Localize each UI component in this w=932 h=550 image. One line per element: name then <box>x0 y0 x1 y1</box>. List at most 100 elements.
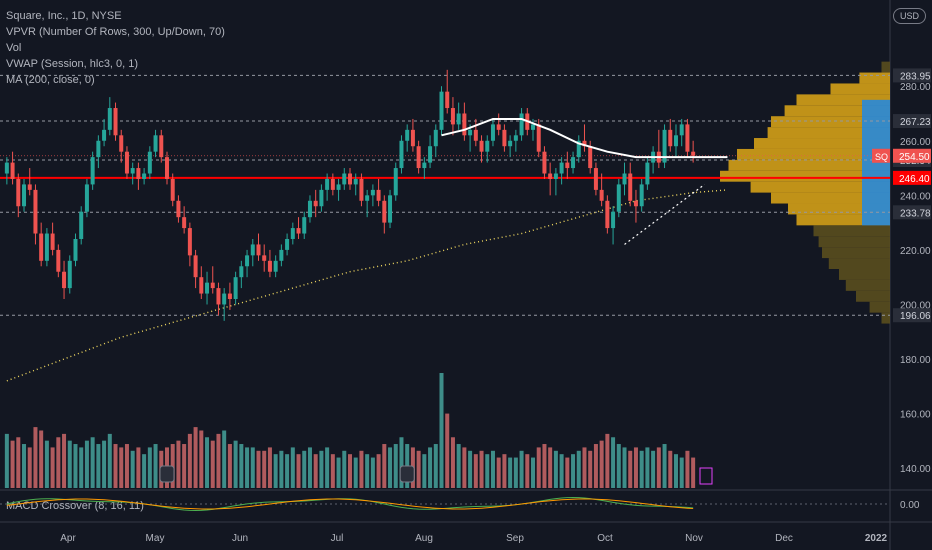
candle-body[interactable] <box>439 91 444 130</box>
candle-body[interactable] <box>531 124 536 130</box>
candle-body[interactable] <box>347 173 353 185</box>
candle-body[interactable] <box>245 255 250 267</box>
candle-body[interactable] <box>382 200 387 223</box>
candle-body[interactable] <box>227 293 232 300</box>
candle-body[interactable] <box>22 184 27 207</box>
candle-body[interactable] <box>73 238 78 261</box>
macd-signal-line[interactable] <box>6 498 694 510</box>
candle-body[interactable] <box>462 113 467 136</box>
macd-label[interactable]: MACD Crossover (8, 16, 11) <box>6 500 144 512</box>
candle-body[interactable] <box>170 178 175 201</box>
candle-body[interactable] <box>267 260 272 272</box>
candle-body[interactable] <box>410 129 415 147</box>
candle-body[interactable] <box>302 217 307 234</box>
candle-body[interactable] <box>433 129 438 147</box>
candle-body[interactable] <box>359 178 364 201</box>
macd-line[interactable] <box>6 497 694 512</box>
candle-body[interactable] <box>313 200 318 207</box>
candle-body[interactable] <box>553 173 558 179</box>
candle-body[interactable] <box>296 228 301 234</box>
candle-body[interactable] <box>39 233 44 261</box>
candle-body[interactable] <box>113 108 118 136</box>
candle-body[interactable] <box>290 228 295 239</box>
candle-body[interactable] <box>262 255 267 261</box>
candle-body[interactable] <box>679 124 684 136</box>
candle-body[interactable] <box>685 124 690 152</box>
candle-body[interactable] <box>84 184 89 212</box>
candle-body[interactable] <box>96 140 101 158</box>
candle-body[interactable] <box>376 189 381 201</box>
candle-body[interactable] <box>142 173 147 179</box>
candle-body[interactable] <box>136 168 141 179</box>
candle-body[interactable] <box>176 200 181 218</box>
candle-body[interactable] <box>10 162 15 179</box>
candle-body[interactable] <box>565 162 570 169</box>
currency-badge[interactable]: USD <box>892 8 926 24</box>
candle-body[interactable] <box>222 293 227 305</box>
candle-body[interactable] <box>4 162 9 174</box>
candle-body[interactable] <box>416 146 421 169</box>
candle-body[interactable] <box>107 108 112 130</box>
candle-body[interactable] <box>513 135 518 141</box>
candle-body[interactable] <box>124 151 129 174</box>
upcoming-earnings-marker[interactable] <box>699 467 713 485</box>
candle-body[interactable] <box>445 91 450 109</box>
candle-body[interactable] <box>559 162 564 174</box>
candle-body[interactable] <box>422 162 427 169</box>
candle-body[interactable] <box>496 124 501 130</box>
candle-body[interactable] <box>548 173 553 179</box>
candle-body[interactable] <box>44 233 49 261</box>
candle-body[interactable] <box>582 140 587 147</box>
earnings-marker[interactable] <box>159 465 175 483</box>
candle-body[interactable] <box>210 282 215 289</box>
candle-body[interactable] <box>216 288 221 305</box>
candle-body[interactable] <box>325 178 330 190</box>
candle-body[interactable] <box>428 146 433 163</box>
candle-body[interactable] <box>628 173 633 201</box>
candle-body[interactable] <box>153 135 158 152</box>
candle-body[interactable] <box>668 129 673 147</box>
candle-body[interactable] <box>519 113 524 136</box>
candle-body[interactable] <box>468 129 473 136</box>
candle-body[interactable] <box>645 162 650 185</box>
candle-body[interactable] <box>239 266 244 278</box>
candle-body[interactable] <box>576 140 581 158</box>
candle-body[interactable] <box>353 178 358 185</box>
candle-body[interactable] <box>307 200 312 218</box>
candle-body[interactable] <box>399 140 404 169</box>
candle-body[interactable] <box>536 124 541 152</box>
candle-body[interactable] <box>273 260 278 272</box>
candle-body[interactable] <box>130 168 135 174</box>
candle-body[interactable] <box>119 135 124 152</box>
candle-body[interactable] <box>79 211 84 239</box>
candle-body[interactable] <box>388 195 393 223</box>
candle-body[interactable] <box>182 217 187 229</box>
candle-body[interactable] <box>633 200 638 207</box>
candle-body[interactable] <box>319 189 324 207</box>
candle-body[interactable] <box>50 233 55 250</box>
candle-body[interactable] <box>508 140 513 147</box>
candle-body[interactable] <box>102 129 107 141</box>
candle-body[interactable] <box>205 282 210 294</box>
candle-body[interactable] <box>330 178 335 190</box>
candle-body[interactable] <box>599 189 604 201</box>
candle-body[interactable] <box>147 151 152 174</box>
candle-body[interactable] <box>611 211 616 229</box>
candle-body[interactable] <box>605 200 610 229</box>
candle-body[interactable] <box>342 173 347 185</box>
candle-body[interactable] <box>250 244 255 256</box>
candle-body[interactable] <box>485 140 490 152</box>
candle-body[interactable] <box>691 151 696 156</box>
candle-body[interactable] <box>616 184 621 212</box>
candle-body[interactable] <box>33 189 38 234</box>
candle-body[interactable] <box>473 129 478 141</box>
candle-body[interactable] <box>67 260 72 289</box>
candle-body[interactable] <box>62 271 67 289</box>
candle-body[interactable] <box>393 168 398 196</box>
candle-body[interactable] <box>593 168 598 190</box>
trendline[interactable] <box>624 183 705 245</box>
candle-body[interactable] <box>90 157 95 185</box>
candle-body[interactable] <box>502 129 507 147</box>
candle-body[interactable] <box>673 135 678 147</box>
